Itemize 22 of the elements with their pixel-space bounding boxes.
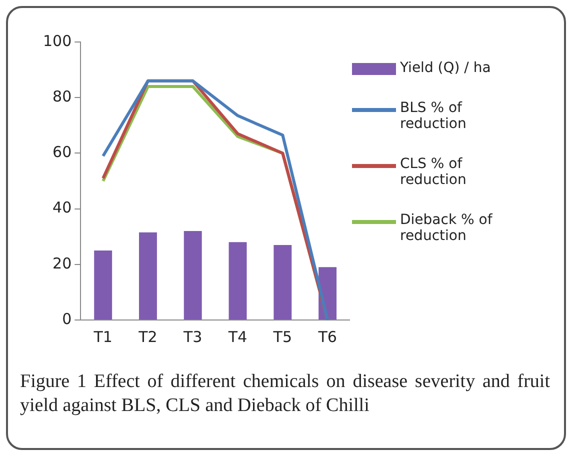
x-tick-label: T2 xyxy=(138,328,158,346)
y-tick-label: 80 xyxy=(52,87,72,106)
legend-label: CLS % of reduction xyxy=(400,156,468,188)
legend-label: Dieback % of reduction xyxy=(400,212,494,244)
x-tick-label: T4 xyxy=(227,328,248,346)
x-tick-label: T6 xyxy=(317,328,337,346)
y-tick-label: 40 xyxy=(52,198,72,217)
bar xyxy=(274,244,292,320)
bar xyxy=(94,250,112,320)
bar xyxy=(228,242,247,320)
x-tick-label: T3 xyxy=(182,328,202,346)
legend-label: Yield (Q) / ha xyxy=(400,60,491,76)
x-tick-label: T5 xyxy=(272,328,292,346)
bar xyxy=(138,232,157,320)
caption: Figure 1 Effect of different chemicals on disease severity and fruit yield against BLS, CLS and Dieback of Chilli xyxy=(20,370,550,418)
bar xyxy=(184,231,202,320)
y-tick-label: 60 xyxy=(52,143,72,162)
y-tick-label: 0 xyxy=(62,310,72,328)
y-tick-label: 20 xyxy=(52,254,72,272)
legend-label: BLS % of reduction xyxy=(400,100,468,132)
y-tick-label: 100 xyxy=(42,32,72,50)
x-tick-label: T1 xyxy=(92,328,112,346)
